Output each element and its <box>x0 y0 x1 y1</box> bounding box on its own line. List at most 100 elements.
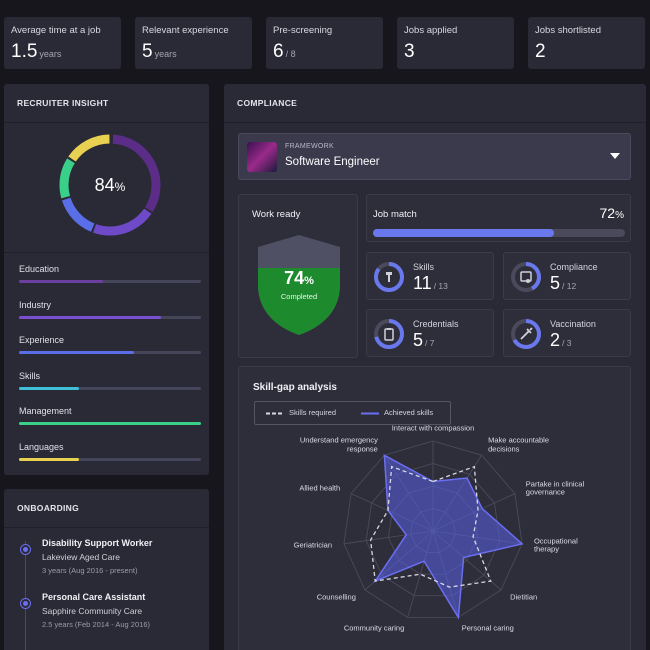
onboarding-period: 3 years (Aug 2016 - present) <box>42 566 138 575</box>
radar-series-achieved <box>373 453 524 620</box>
legend-swatch-required <box>266 412 284 415</box>
bar-fill <box>19 458 80 461</box>
radar-axis-label: Make accountable decisions <box>488 435 550 454</box>
stat-value: 5 years <box>142 41 177 62</box>
metric-card-skills: Skills 11/ 13 <box>366 252 494 300</box>
wrench-icon <box>374 262 404 292</box>
bar-label: Experience <box>19 335 65 345</box>
bar-track <box>19 422 201 425</box>
onboarding-entry[interactable]: Disability Support Worker Lakeview Aged … <box>42 538 152 575</box>
onboarding-role: Disability Support Worker <box>42 538 153 548</box>
bar-fill <box>19 316 161 319</box>
donut-segment <box>59 134 161 236</box>
onboarding-role: Personal Care Assistant <box>42 592 146 602</box>
stat-label: Jobs applied <box>404 25 458 36</box>
skill-gap-title: Skill-gap analysis <box>253 382 337 393</box>
metric-label: Compliance <box>550 262 598 272</box>
bar-track <box>19 458 201 461</box>
bar-label: Industry <box>19 300 52 310</box>
bar-label: Management <box>19 406 72 416</box>
bar-label: Education <box>19 264 60 274</box>
insight-bar-languages: Languages <box>19 442 201 461</box>
insight-bar-industry: Industry <box>19 300 201 319</box>
bar-label: Languages <box>19 442 64 452</box>
insight-bar-experience: Experience <box>19 335 201 354</box>
compliance-panel: COMPLIANCE FRAMEWORK Software Engineer W… <box>224 84 646 650</box>
stat-value: 2 <box>535 41 546 62</box>
bar-track <box>19 316 201 319</box>
stat-card-relevant-experience: Relevant experience 5 years <box>135 17 252 69</box>
metric-card-credentials: Credentials 5/ 7 <box>366 309 494 357</box>
chart-legend: Skills required Achieved skills <box>254 401 451 425</box>
bar-track <box>19 280 201 283</box>
bar-fill <box>19 351 134 354</box>
legend-label: Skills required <box>289 408 337 417</box>
radar-axis-label: Geriatrician <box>293 540 333 550</box>
metric-card-compliance: Compliance 5/ 12 <box>503 252 631 300</box>
legend-label: Achieved skills <box>384 408 434 417</box>
insight-bar-education: Education <box>19 264 201 283</box>
stat-card-pre-screening: Pre-screening 6/ 8 <box>266 17 383 69</box>
radar-grid-ring <box>365 463 501 597</box>
radar-axis-label: Community caring <box>343 623 405 633</box>
insight-score: 84% <box>95 175 126 195</box>
metric-label: Credentials <box>413 319 459 329</box>
onboarding-period: 2.5 years (Feb 2014 - Aug 2016) <box>42 620 150 629</box>
framework-thumbnail <box>247 142 277 172</box>
metric-value: 11/ 13 <box>413 273 448 293</box>
donut-segment <box>59 134 161 236</box>
radar-axis-label: Understand emergency response <box>299 435 378 454</box>
stat-value: 1.5 years <box>11 41 62 62</box>
stat-value: 6/ 8 <box>273 41 296 62</box>
stat-value: 3 <box>404 41 415 62</box>
radar-axis-label: Counselling <box>316 592 356 602</box>
radar-axis-label: Allied health <box>299 483 341 493</box>
stat-label: Pre-screening <box>273 25 333 36</box>
metric-label: Vaccination <box>550 319 596 329</box>
radar-grid-ring <box>343 440 523 618</box>
stat-card-jobs-applied: Jobs applied 3 <box>397 17 514 69</box>
onboarding-panel: ONBOARDING Disability Support Worker Lak… <box>4 489 209 650</box>
work-ready-title: Work ready <box>252 209 301 220</box>
skill-gap-card: Skill-gap analysis Skills required Achie… <box>238 366 631 650</box>
job-match-card: Job match 72% <box>366 194 631 242</box>
radar-axis-label: Occupational therapy <box>533 535 578 554</box>
bar-fill <box>19 387 80 390</box>
panel-title: COMPLIANCE <box>224 84 646 123</box>
certificate-icon <box>511 262 541 292</box>
bar-label: Skills <box>19 371 41 381</box>
timeline-dot <box>21 545 30 554</box>
job-match-title: Job match <box>373 209 417 220</box>
insight-bar-management: Management <box>19 406 201 425</box>
metric-value: 2/ 3 <box>550 330 572 350</box>
onboarding-org: Lakeview Aged Care <box>42 552 120 562</box>
skill-gap-radar-chart <box>343 440 524 620</box>
radar-axis-label: Partake in clinical governance <box>525 479 585 497</box>
panel-title: ONBOARDING <box>4 489 209 528</box>
radar-axis-label: Personal caring <box>461 623 514 633</box>
metric-card-vaccination: Vaccination 2/ 3 <box>503 309 631 357</box>
work-ready-card: Work ready 74% Completed <box>238 194 358 358</box>
panel-title: RECRUITER INSIGHT <box>4 84 209 123</box>
insight-bar-skills: Skills <box>19 371 201 390</box>
radar-series-required <box>369 465 492 588</box>
bar-track <box>19 387 201 390</box>
insight-donut-chart: 84% <box>59 134 161 236</box>
donut-segment <box>59 134 161 236</box>
bar-fill <box>19 422 201 425</box>
timeline-line <box>25 541 26 650</box>
job-match-fill <box>373 229 555 237</box>
recruiter-insight-panel: RECRUITER INSIGHT 84% Education Industry… <box>4 84 209 475</box>
work-ready-value: 74% <box>284 268 314 288</box>
stat-label: Relevant experience <box>142 25 229 36</box>
onboarding-entry[interactable]: Personal Care Assistant Sapphire Communi… <box>42 592 150 629</box>
metric-value: 5/ 7 <box>413 330 435 350</box>
legend-swatch-achieved <box>361 412 379 415</box>
bar-fill <box>19 280 103 283</box>
stat-label: Average time at a job <box>11 25 101 36</box>
syringe-icon <box>511 319 541 349</box>
work-ready-caption: Completed <box>280 292 318 301</box>
framework-value: Software Engineer <box>285 156 380 168</box>
framework-select[interactable]: FRAMEWORK Software Engineer <box>238 133 631 180</box>
radar-axis-label: Interact with compassion <box>391 423 475 433</box>
